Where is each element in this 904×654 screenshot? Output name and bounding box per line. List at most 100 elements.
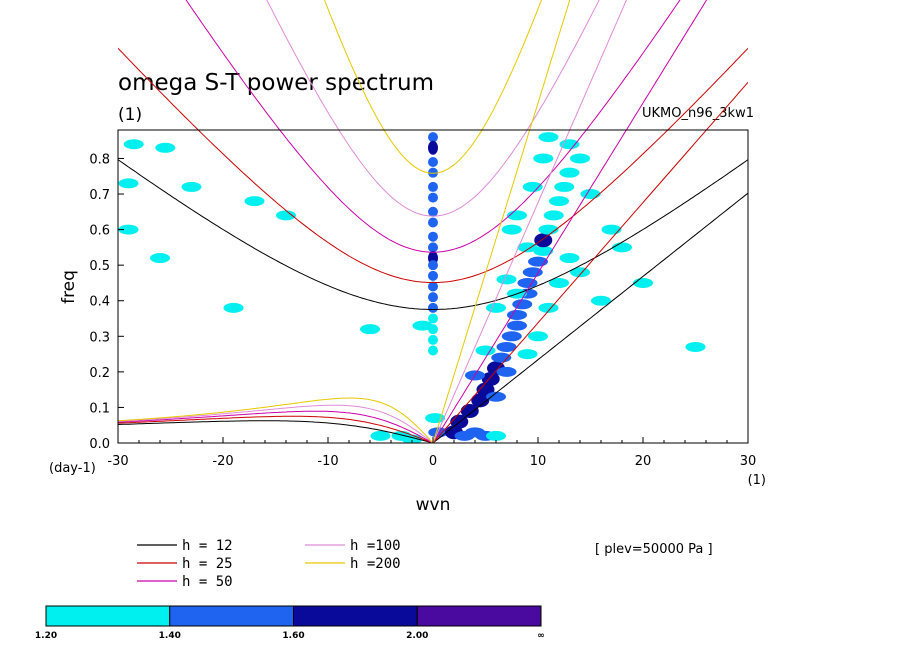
- chart-subtitle: (1): [118, 105, 142, 125]
- rossby-curve: [118, 415, 434, 443]
- y-tick-label: 0.6: [89, 224, 110, 239]
- power-blob: [412, 320, 433, 331]
- y-axis: 0.0 0.1 0.2 0.3 0.4 0.5 0.6 0.7 0.8: [89, 152, 124, 452]
- power-blob: [685, 341, 706, 352]
- power-blob: [223, 302, 244, 313]
- gravity-curve: [324, 0, 543, 174]
- power-blob: [554, 181, 575, 192]
- power-blob: [428, 206, 438, 217]
- colorbar-label: ∞: [537, 631, 545, 641]
- colorbar-swatch: [169, 605, 294, 627]
- power-blob: [491, 352, 512, 363]
- kelvin-curve: [432, 0, 628, 443]
- power-blob: [549, 277, 569, 288]
- power-blob: [428, 140, 438, 155]
- power-blob: [543, 210, 564, 221]
- chart-title: omega S-T power spectrum: [118, 70, 434, 96]
- power-blob: [486, 302, 506, 313]
- legend-label: h = 12: [182, 538, 233, 554]
- power-blob: [428, 313, 438, 324]
- power-blob: [428, 157, 438, 168]
- power-blob: [460, 403, 479, 418]
- x-axis: -30 -20 -10 0 10 20 30: [107, 437, 756, 469]
- power-blob: [559, 167, 580, 178]
- power-shading: [118, 132, 706, 443]
- dispersion-curves: [118, 0, 748, 443]
- power-blob: [150, 253, 170, 264]
- power-blob: [428, 260, 438, 271]
- power-blob: [533, 153, 554, 164]
- x-tick-label: -20: [212, 454, 233, 469]
- colorbar-label: 1.20: [35, 631, 57, 641]
- power-blob: [612, 242, 632, 253]
- x-tick-label: -30: [107, 454, 128, 469]
- x-axis-label: wvn: [416, 495, 451, 515]
- y-tick-label: 0.7: [89, 188, 110, 203]
- power-blob: [549, 196, 569, 207]
- power-blob: [428, 302, 438, 313]
- power-blob: [538, 132, 559, 143]
- y-tick-label: 0.2: [89, 366, 110, 381]
- power-blob: [428, 334, 438, 345]
- power-blob: [496, 274, 517, 285]
- power-blob: [486, 430, 506, 441]
- power-blob: [475, 345, 496, 356]
- power-blob: [517, 277, 538, 288]
- power-blob: [118, 178, 139, 189]
- rossby-curve: [118, 397, 434, 443]
- legend-label: h =200: [350, 556, 401, 572]
- rossby-curve: [118, 404, 434, 443]
- power-blob: [501, 224, 522, 235]
- power-blob: [517, 242, 538, 253]
- gravity-curve: [118, 47, 748, 284]
- x-unit-label: (1): [748, 473, 766, 488]
- power-blob: [591, 295, 611, 306]
- power-blob: [428, 270, 438, 281]
- power-blob: [155, 142, 176, 153]
- power-blob: [570, 153, 590, 164]
- power-blob: [534, 233, 553, 248]
- power-blob: [533, 245, 554, 256]
- power-blob: [517, 349, 538, 360]
- power-blob: [601, 224, 622, 235]
- power-blob: [360, 324, 380, 335]
- power-blob: [428, 132, 438, 143]
- x-tick-label: -10: [317, 454, 338, 469]
- x-tick-label: 20: [635, 454, 652, 469]
- colorbar: 1.20 1.40 1.60 2.00 ∞: [35, 605, 545, 641]
- gravity-curve: [185, 0, 681, 253]
- power-blob: [501, 331, 522, 342]
- power-blob: [428, 281, 438, 292]
- power-blob: [370, 430, 391, 441]
- kelvin-curve: [432, 81, 748, 443]
- power-blob: [528, 331, 548, 342]
- kelvin-curve: [432, 0, 571, 443]
- power-blob: [428, 217, 438, 228]
- power-blob: [244, 196, 265, 207]
- power-blob: [633, 277, 653, 288]
- kelvin-curve: [432, 192, 748, 443]
- power-blob: [428, 345, 438, 356]
- power-blob: [276, 210, 296, 221]
- legend-label: h = 50: [182, 574, 233, 590]
- kelvin-curve: [432, 0, 708, 443]
- x-tick-label: 10: [530, 454, 547, 469]
- power-blob: [486, 391, 506, 402]
- rossby-curve: [118, 420, 434, 443]
- power-blob: [496, 341, 517, 352]
- y-tick-label: 0.4: [89, 295, 110, 310]
- power-blob: [559, 253, 580, 264]
- plev-annotation: [ plev=50000 Pa ]: [595, 542, 713, 557]
- power-blob: [123, 139, 144, 150]
- power-blob: [428, 167, 438, 178]
- x-tick-label: 0: [429, 454, 437, 469]
- power-blob: [428, 192, 438, 203]
- y-axis-label: freq: [59, 270, 79, 304]
- gravity-curve: [118, 159, 748, 310]
- x-tick-label: 30: [740, 454, 757, 469]
- y-tick-label: 0.8: [89, 152, 110, 167]
- colorbar-swatch: [45, 605, 171, 627]
- power-blob: [580, 189, 601, 200]
- power-blob: [428, 242, 438, 253]
